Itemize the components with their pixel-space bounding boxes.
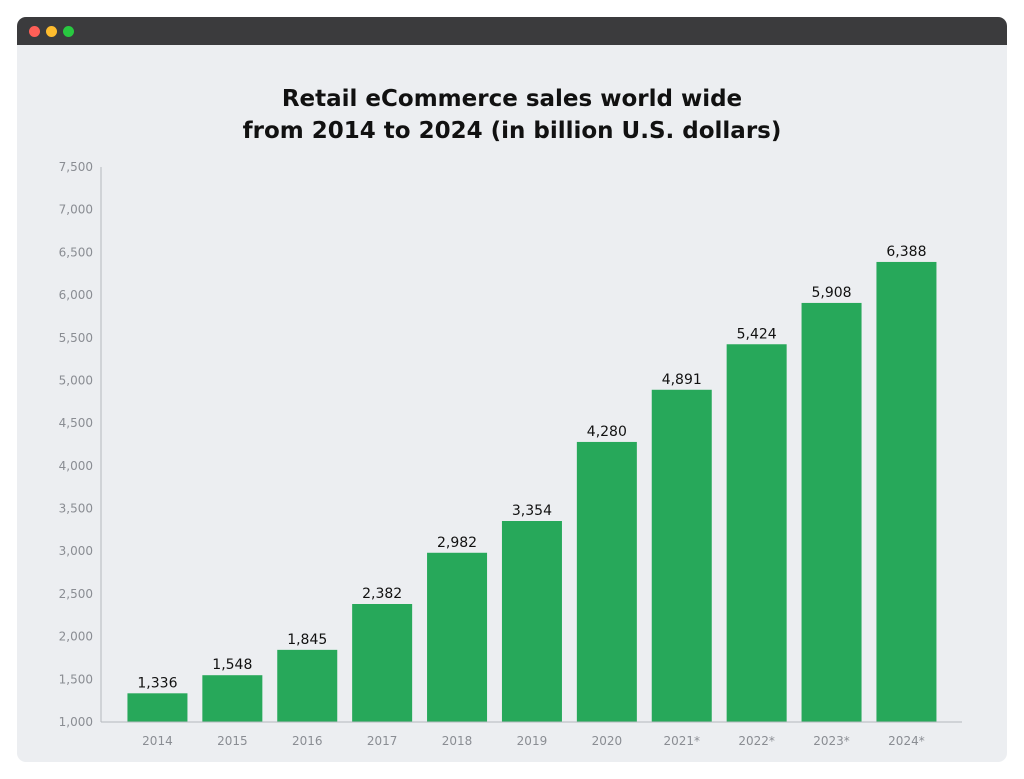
bar xyxy=(277,649,338,722)
y-tick-label: 1,500 xyxy=(59,672,93,686)
chart-title: Retail eCommerce sales world wide from 2… xyxy=(17,83,1007,147)
data-label: 6,388 xyxy=(886,244,926,260)
x-tick-label: 2014 xyxy=(142,734,173,748)
y-tick-label: 5,000 xyxy=(59,373,93,387)
x-tick-label: 2022* xyxy=(738,734,775,748)
data-label: 4,891 xyxy=(662,372,702,388)
data-label: 4,280 xyxy=(587,424,627,440)
y-tick-label: 6,500 xyxy=(59,245,93,259)
maximize-window-icon[interactable] xyxy=(63,26,74,37)
chart-title-line-2: from 2014 to 2024 (in billion U.S. dolla… xyxy=(242,118,782,144)
y-tick-label: 2,500 xyxy=(59,587,93,601)
y-tick-label: 7,500 xyxy=(59,160,93,174)
data-label: 1,845 xyxy=(287,632,327,648)
x-tick-label: 2023* xyxy=(813,734,850,748)
bar xyxy=(576,441,637,722)
bar xyxy=(352,603,413,722)
y-tick-label: 6,000 xyxy=(59,288,93,302)
y-tick-label: 5,500 xyxy=(59,331,93,345)
y-tick-label: 2,000 xyxy=(59,630,93,644)
y-tick-label: 4,000 xyxy=(59,459,93,473)
y-tick-label: 3,000 xyxy=(59,544,93,558)
data-label: 5,908 xyxy=(812,285,852,301)
y-tick-label: 3,500 xyxy=(59,502,93,516)
data-label: 1,336 xyxy=(137,675,177,691)
data-label: 5,424 xyxy=(737,326,777,342)
bar xyxy=(427,552,488,722)
bar xyxy=(501,521,562,722)
y-tick-label: 1,000 xyxy=(59,715,93,729)
x-tick-label: 2021* xyxy=(663,734,700,748)
data-label: 2,982 xyxy=(437,535,477,551)
x-tick-label: 2017 xyxy=(367,734,398,748)
bar xyxy=(651,389,712,722)
data-label: 1,548 xyxy=(212,657,252,673)
data-label: 3,354 xyxy=(512,503,552,519)
bar xyxy=(876,261,937,722)
bar xyxy=(127,693,188,722)
y-tick-label: 7,000 xyxy=(59,203,93,217)
x-tick-label: 2020 xyxy=(592,734,623,748)
y-tick-label: 4,500 xyxy=(59,416,93,430)
x-tick-label: 2024* xyxy=(888,734,925,748)
data-label: 2,382 xyxy=(362,586,402,602)
bar xyxy=(801,302,862,722)
bar xyxy=(202,675,263,722)
chart-title-line-1: Retail eCommerce sales world wide xyxy=(281,86,743,112)
x-tick-label: 2018 xyxy=(442,734,473,748)
x-tick-label: 2015 xyxy=(217,734,248,748)
x-tick-label: 2016 xyxy=(292,734,323,748)
x-tick-label: 2019 xyxy=(517,734,548,748)
window-titlebar xyxy=(17,17,1007,45)
close-window-icon[interactable] xyxy=(29,26,40,37)
bar xyxy=(726,344,787,722)
minimize-window-icon[interactable] xyxy=(46,26,57,37)
